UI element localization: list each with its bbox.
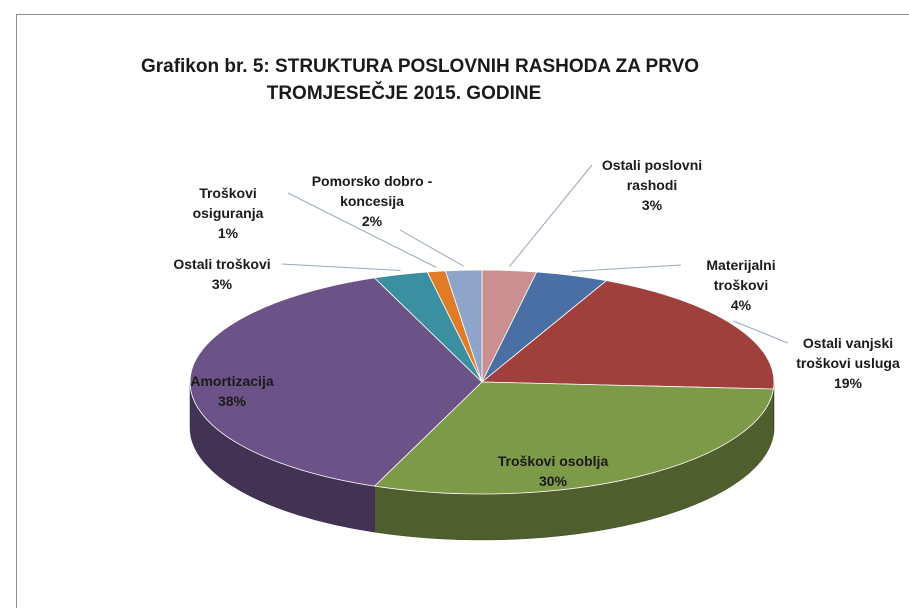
pie-tops: [190, 270, 774, 494]
data-label-name: Troškovi osoblja: [498, 453, 609, 469]
data-label-name: Amortizacija: [190, 373, 273, 389]
data-label-value: 4%: [731, 297, 752, 313]
data-label-value: 3%: [212, 276, 233, 292]
data-label-value: 1%: [218, 225, 239, 241]
data-label-value: 30%: [539, 473, 568, 489]
data-label-value: 19%: [834, 375, 863, 391]
data-label-value: 38%: [218, 393, 247, 409]
data-label-value: 2%: [362, 213, 383, 229]
data-label-value: 3%: [642, 197, 663, 213]
data-label-name: Ostali troškovi: [173, 256, 270, 272]
